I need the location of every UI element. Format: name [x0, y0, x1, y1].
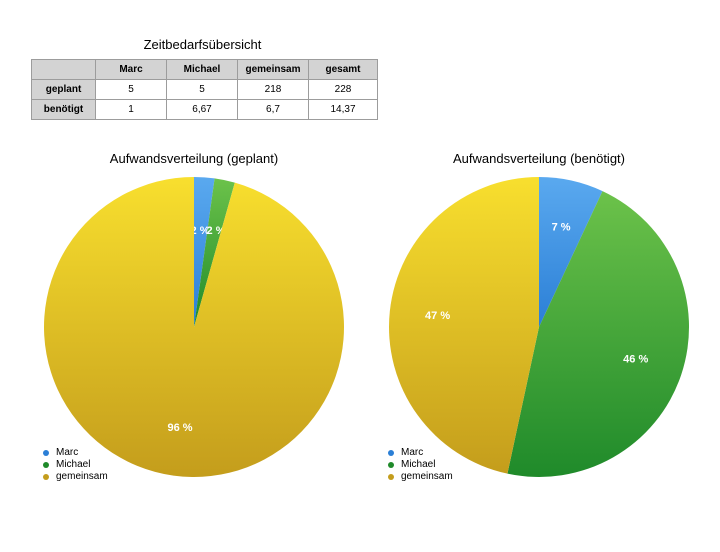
legend-item-gemeinsam: gemeinsam	[43, 471, 108, 483]
table-cell: 1	[95, 99, 167, 120]
summary-table: Marc Michael gemeinsam gesamt geplant 5 …	[31, 59, 378, 120]
table-cell: 218	[237, 79, 309, 100]
table-header-cell: Michael	[166, 59, 238, 80]
pie-slice-marc	[539, 177, 603, 327]
legend-label: Marc	[401, 447, 424, 458]
table-header-row: Marc Michael gemeinsam gesamt	[31, 59, 378, 80]
pie-chart-benoetigt: 7 % 46 % 47 %	[389, 177, 690, 478]
table-row: geplant 5 5 218 228	[31, 79, 378, 100]
pie-slice-gemeinsam	[389, 177, 539, 474]
pie-label-gemeinsam: 96 %	[167, 422, 192, 434]
legend-swatch	[388, 450, 394, 456]
chart-title-geplant: Aufwandsverteilung (geplant)	[109, 151, 279, 166]
legend-swatch	[388, 474, 394, 480]
legend-item-michael: Michael	[43, 459, 108, 471]
pie-slice-michael	[507, 191, 690, 478]
legend-label: Marc	[56, 447, 79, 458]
legend-geplant: Marc Michael gemeinsam	[43, 447, 108, 483]
legend-label: gemeinsam	[401, 471, 453, 482]
pie-label-gemeinsam: 47 %	[425, 310, 450, 322]
legend-swatch	[43, 474, 49, 480]
legend-swatch	[43, 462, 49, 468]
legend-item-marc: Marc	[43, 447, 108, 459]
table-cell: 5	[95, 79, 167, 100]
legend-label: Michael	[56, 459, 91, 470]
pie-label-marc: 7 %	[552, 221, 571, 233]
table-cell: 14,37	[308, 99, 378, 120]
table-cell: 6,7	[237, 99, 309, 120]
pie-label-michael: 46 %	[623, 353, 648, 365]
pie-label-marc: 2 %	[191, 225, 210, 237]
legend-benoetigt: Marc Michael gemeinsam	[388, 447, 453, 483]
table-title: Zeitbedarfsübersicht	[143, 37, 262, 52]
legend-item-gemeinsam: gemeinsam	[388, 471, 453, 483]
table-row: benötigt 1 6,67 6,7 14,37	[31, 99, 378, 120]
table-cell: 6,67	[166, 99, 238, 120]
legend-swatch	[388, 462, 394, 468]
legend-item-michael: Michael	[388, 459, 453, 471]
table-header-cell: Marc	[95, 59, 167, 80]
table-cell: 228	[308, 79, 378, 100]
pie-slice-michael	[194, 178, 235, 327]
table-header-cell: gesamt	[308, 59, 378, 80]
legend-swatch	[43, 450, 49, 456]
chart-title-benoetigt: Aufwandsverteilung (benötigt)	[453, 151, 625, 166]
table-header-cell	[31, 59, 96, 80]
legend-item-marc: Marc	[388, 447, 453, 459]
table-row-label: benötigt	[31, 99, 96, 120]
legend-label: Michael	[401, 459, 436, 470]
pie-chart-geplant: 2 %2 %96 %	[44, 177, 345, 477]
table-header-cell: gemeinsam	[237, 59, 309, 80]
table-cell: 5	[166, 79, 238, 100]
pie-slice-gemeinsam	[44, 177, 345, 477]
pie-slice-marc	[194, 177, 215, 327]
table-row-label: geplant	[31, 79, 96, 100]
legend-label: gemeinsam	[56, 471, 108, 482]
